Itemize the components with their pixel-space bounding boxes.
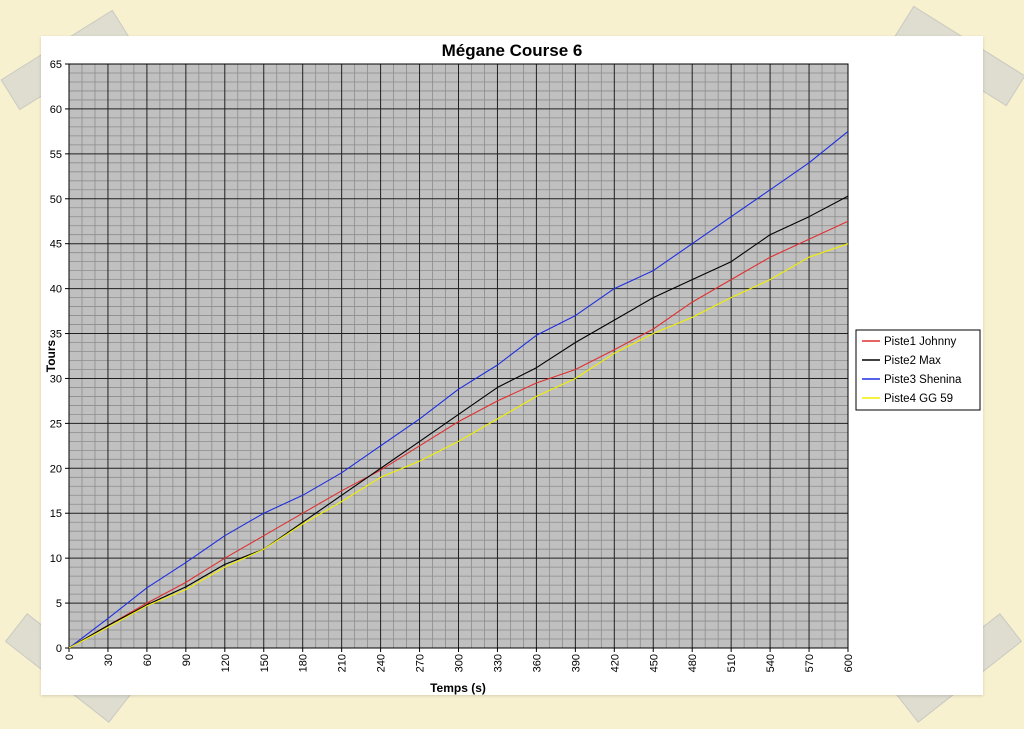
y-tick-label: 0 xyxy=(56,643,62,655)
y-tick-label: 10 xyxy=(50,553,62,565)
y-tick-label: 30 xyxy=(50,373,62,385)
x-tick-label: 390 xyxy=(570,654,582,672)
y-tick-label: 40 xyxy=(50,284,62,296)
y-tick-label: 20 xyxy=(50,463,62,475)
y-axis-ticks: 0 5 10 15 20 25 30 35 40 45 50 55 60 65 xyxy=(50,59,69,655)
x-tick-label: 450 xyxy=(648,654,660,672)
y-tick-label: 15 xyxy=(50,508,62,520)
legend-label-1: Piste1 Johnny xyxy=(884,336,956,348)
x-tick-label: 570 xyxy=(804,654,816,672)
x-tick-label: 0 xyxy=(64,654,76,660)
y-tick-label: 5 xyxy=(56,598,62,610)
legend-label-2: Piste2 Max xyxy=(884,355,941,367)
x-tick-label: 270 xyxy=(415,654,427,672)
x-tick-label: 330 xyxy=(492,654,504,672)
legend-label-3: Piste3 Shenina xyxy=(884,374,962,386)
x-tick-label: 420 xyxy=(609,654,621,672)
x-tick-label: 30 xyxy=(103,654,115,666)
y-tick-label: 55 xyxy=(50,149,62,161)
legend-label-4: Piste4 GG 59 xyxy=(884,393,953,405)
x-tick-label: 210 xyxy=(337,654,349,672)
y-tick-label: 65 xyxy=(50,59,62,71)
x-tick-label: 90 xyxy=(181,654,193,666)
major-gridlines xyxy=(68,63,849,649)
legend: Piste1 Johnny Piste2 Max Piste3 Shenina Pis… xyxy=(855,329,981,411)
y-tick-label: 45 xyxy=(50,239,62,251)
x-tick-label: 360 xyxy=(531,654,543,672)
series-line-2 xyxy=(68,195,849,649)
y-tick-label: 35 xyxy=(50,329,62,341)
x-axis-title: Temps (s) xyxy=(430,681,486,695)
x-axis-ticks: 0 30 60 90 120 150 180 210 240 270 300 330 360 390 420… xyxy=(64,648,855,672)
x-tick-label: 60 xyxy=(142,654,154,666)
y-axis-title: Tours xyxy=(44,339,58,372)
x-tick-label: 180 xyxy=(298,654,310,672)
x-tick-label: 120 xyxy=(220,654,232,672)
x-tick-label: 150 xyxy=(259,654,271,672)
x-tick-label: 300 xyxy=(454,654,466,672)
chart-title: Mégane Course 6 xyxy=(442,41,583,60)
x-tick-label: 480 xyxy=(687,654,699,672)
x-tick-label: 600 xyxy=(843,654,855,672)
series-layer xyxy=(68,130,849,649)
series-line-1 xyxy=(68,220,849,649)
x-tick-label: 240 xyxy=(376,654,388,672)
y-tick-label: 60 xyxy=(50,104,62,116)
y-tick-label: 25 xyxy=(50,418,62,430)
legend-box xyxy=(855,329,981,411)
y-tick-label: 50 xyxy=(50,194,62,206)
x-tick-label: 540 xyxy=(765,654,777,672)
x-tick-label: 510 xyxy=(726,654,738,672)
series-line-4 xyxy=(68,243,849,649)
series-line-3 xyxy=(68,130,849,649)
